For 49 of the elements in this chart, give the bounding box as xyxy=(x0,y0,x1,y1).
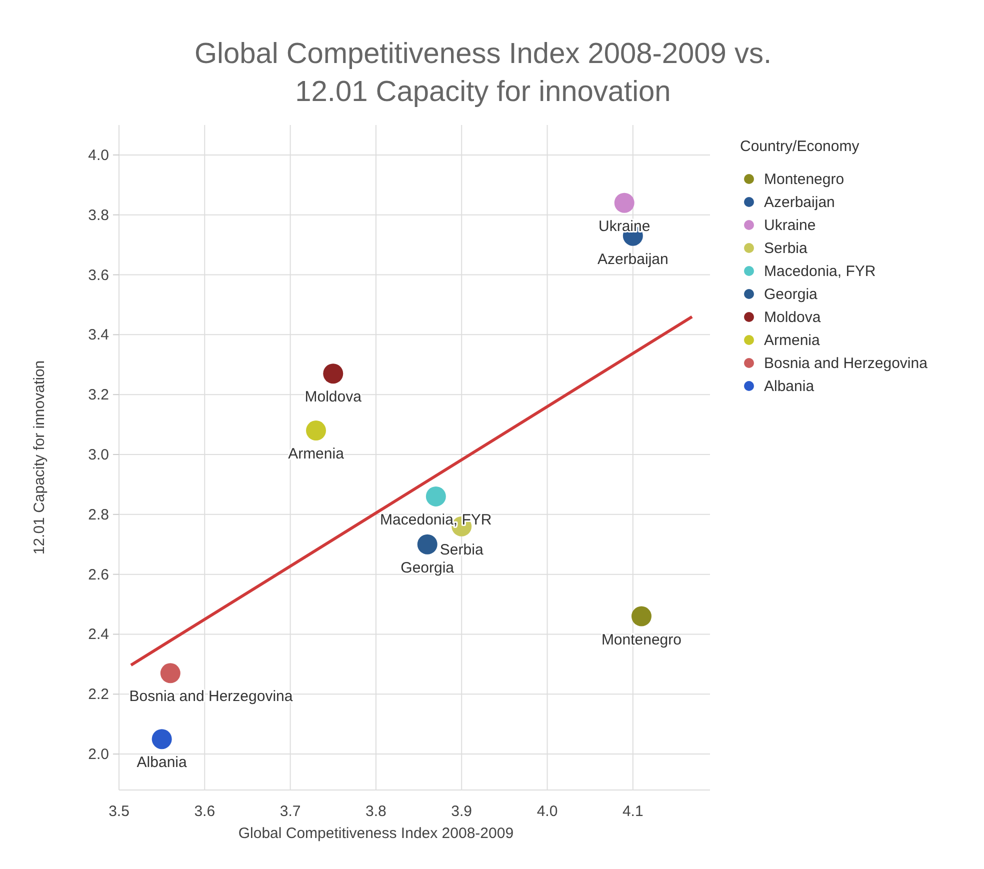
y-tick-label: 3.4 xyxy=(88,326,109,344)
text: Serbia xyxy=(440,541,484,558)
point xyxy=(426,486,446,506)
y-tick-label: 3.2 xyxy=(88,386,109,404)
text: Azerbaijan xyxy=(597,250,668,268)
text: Montenegro xyxy=(601,631,682,648)
x-tick-label: 3.6 xyxy=(194,803,216,820)
text: Albania xyxy=(136,754,187,772)
text: Georgia xyxy=(400,559,454,576)
y-tick-label: 2.0 xyxy=(88,746,109,764)
point xyxy=(323,364,344,384)
point xyxy=(614,192,634,213)
legend-label: Macedonia, FYR xyxy=(764,263,876,280)
point xyxy=(631,606,652,626)
chart-title: Global Competitiveness Index 2008-2009 vs. 12.01 Capacity for innovation xyxy=(194,38,772,108)
legend-label: Montenegro xyxy=(764,171,844,188)
text: Bosnia and Herzegovina xyxy=(129,688,293,706)
point xyxy=(417,534,438,554)
x-tick-label: 4.1 xyxy=(622,803,644,820)
x-axis-title: Global Competitiveness Index 2008-2009 xyxy=(238,825,514,842)
y-tick-label: 2.6 xyxy=(88,566,109,584)
y-tick-label: 3.8 xyxy=(88,206,109,224)
legend-label: Azerbaijan xyxy=(764,194,835,211)
legend-label: Bosnia and Herzegovina xyxy=(764,355,928,372)
legend-label: Armenia xyxy=(764,332,821,349)
legend-label: Albania xyxy=(764,378,815,395)
y-tick-label: 2.2 xyxy=(88,686,109,704)
text: Armenia xyxy=(288,446,344,463)
x-tick-label: 3.5 xyxy=(108,803,130,820)
point xyxy=(152,729,172,750)
legend-label: Georgia xyxy=(764,286,818,303)
text: Moldova xyxy=(304,388,362,406)
text: Ukraine xyxy=(598,218,650,235)
legend-label: Serbia xyxy=(764,240,808,257)
point xyxy=(160,663,180,684)
y-tick-label: 4.0 xyxy=(88,146,109,164)
x-tick-label: 3.7 xyxy=(280,803,301,820)
y-tick-label: 3.0 xyxy=(88,446,109,464)
x-tick-label: 4.0 xyxy=(536,803,558,820)
legend-title: Country/Economy xyxy=(740,138,860,155)
y-tick-label: 3.6 xyxy=(88,266,109,284)
y-tick-label: 2.8 xyxy=(88,506,109,524)
y-tick-label: 2.4 xyxy=(88,626,109,644)
legend-label: Ukraine xyxy=(764,217,816,234)
y-axis-title: 12.01 Capacity for innovation xyxy=(31,360,48,555)
x-tick-label: 3.9 xyxy=(451,803,472,820)
point xyxy=(306,420,326,441)
legend-label: Moldova xyxy=(764,309,822,326)
x-tick-label: 3.8 xyxy=(366,803,386,820)
